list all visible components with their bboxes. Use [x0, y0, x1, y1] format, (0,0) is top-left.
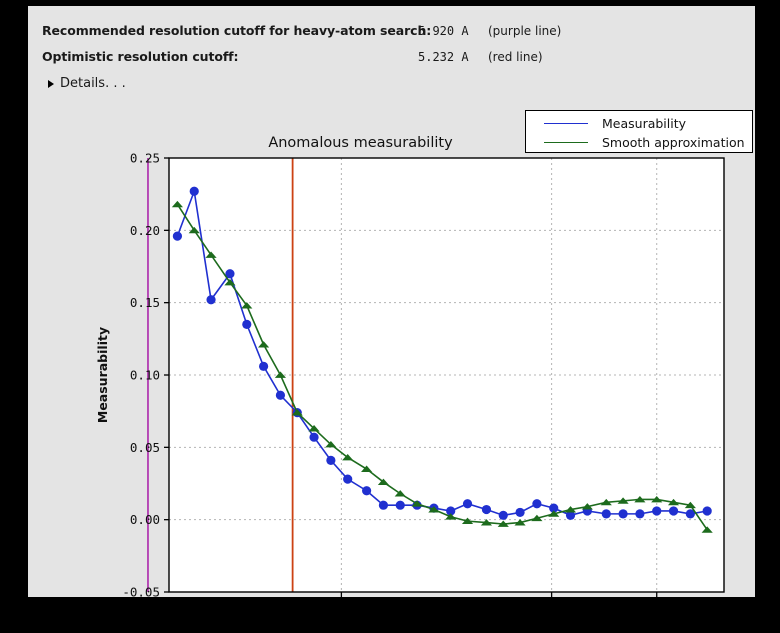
data-point — [428, 506, 440, 513]
data-point — [685, 509, 695, 519]
recommended-cutoff-note: (purple line) — [488, 24, 562, 38]
data-point — [565, 510, 576, 520]
data-point — [274, 371, 287, 378]
chart-title: Anomalous measurability — [268, 135, 453, 151]
optimistic-cutoff-note: (red line) — [488, 50, 543, 64]
data-point — [667, 498, 680, 506]
data-point — [702, 506, 712, 516]
legend-label-smooth-approximation: Smooth approximation — [602, 134, 745, 150]
data-point — [497, 520, 509, 527]
data-point — [258, 341, 270, 348]
data-point — [514, 519, 526, 526]
data-point — [189, 186, 199, 196]
data-point — [461, 517, 474, 525]
data-series — [171, 186, 713, 533]
data-point — [395, 500, 405, 510]
data-point — [241, 302, 253, 309]
data-point — [259, 361, 269, 371]
recommended-cutoff-value: 5.920 A — [418, 24, 469, 38]
data-point — [205, 251, 217, 258]
data-point — [291, 409, 303, 416]
data-point — [549, 503, 559, 513]
data-point — [446, 506, 456, 516]
data-point — [325, 440, 337, 448]
data-point — [411, 500, 423, 507]
legend-swatch-measurability — [544, 122, 588, 124]
grid-lines — [169, 158, 724, 592]
recommended-cutoff-row: Recommended resolution cutoff for heavy-… — [42, 23, 431, 38]
data-point — [684, 501, 696, 509]
y-tick-label: 0.00 — [130, 512, 160, 527]
data-point — [275, 390, 286, 400]
data-point — [172, 231, 183, 241]
legend-entry-smooth-approximation: Smooth approximation — [526, 132, 752, 152]
data-point — [242, 319, 252, 329]
data-point — [206, 295, 216, 305]
data-point — [171, 200, 184, 208]
data-point — [362, 486, 372, 496]
data-point — [515, 507, 525, 518]
y-tick-label: 0.15 — [130, 295, 160, 310]
data-point — [462, 499, 473, 509]
y-axis-label: Measurability — [95, 327, 110, 423]
y-tick-label: -0.05 — [122, 585, 160, 598]
data-point — [634, 495, 646, 503]
data-point — [601, 509, 611, 519]
data-point — [309, 432, 319, 442]
data-point — [361, 465, 373, 472]
legend-swatch-smooth-approximation — [544, 141, 588, 143]
data-point — [326, 455, 336, 465]
data-point — [581, 503, 593, 510]
details-label: Details. . . — [60, 76, 126, 91]
data-point — [617, 497, 629, 504]
recommended-cutoff-label: Recommended resolution cutoff for heavy-… — [42, 23, 432, 38]
data-point — [308, 425, 320, 432]
data-point — [618, 509, 628, 519]
legend-label-measurability: Measurability — [602, 115, 687, 131]
y-tick-label: 0.10 — [130, 368, 160, 383]
plot-svg: -0.050.000.050.100.150.200.2554.03.5Anom… — [95, 135, 725, 598]
optimistic-cutoff-value: 5.232 A — [418, 50, 469, 64]
data-point — [377, 478, 390, 485]
cutoff-lines — [147, 158, 294, 592]
y-tick-label: 0.25 — [130, 151, 160, 166]
data-point — [635, 509, 645, 519]
y-tick-label: 0.20 — [130, 223, 160, 238]
anomalous-measurability-plot: -0.050.000.050.100.150.200.2554.03.5Anom… — [28, 96, 755, 597]
data-point — [548, 510, 560, 517]
optimistic-cutoff-label: Optimistic resolution cutoff: — [42, 49, 239, 64]
legend-entry-measurability: Measurability — [526, 113, 752, 133]
triangle-right-icon — [48, 79, 54, 88]
data-point — [668, 506, 679, 516]
data-point — [378, 500, 389, 510]
data-point — [188, 226, 200, 234]
optimistic-cutoff-row: Optimistic resolution cutoff: — [42, 49, 239, 64]
data-point — [224, 278, 236, 286]
data-point — [480, 519, 493, 526]
axis-ticks: -0.050.000.050.100.150.200.2554.03.5Anom… — [95, 135, 658, 598]
data-point — [652, 506, 662, 516]
data-point — [342, 453, 354, 461]
data-point — [481, 504, 492, 515]
data-point — [394, 490, 406, 497]
data-point — [651, 495, 663, 503]
data-point — [532, 499, 542, 509]
data-point — [701, 526, 713, 533]
details-disclosure[interactable]: Details. . . — [48, 76, 126, 91]
data-point — [498, 510, 508, 520]
y-tick-label: 0.05 — [130, 440, 160, 455]
data-point — [225, 269, 235, 279]
data-point — [600, 498, 612, 506]
data-point — [531, 514, 543, 522]
data-point — [564, 506, 577, 513]
data-point — [343, 474, 353, 484]
data-point — [445, 513, 457, 520]
results-panel: Recommended resolution cutoff for heavy-… — [28, 6, 755, 597]
chart-legend: Measurability Smooth approximation — [525, 110, 753, 153]
